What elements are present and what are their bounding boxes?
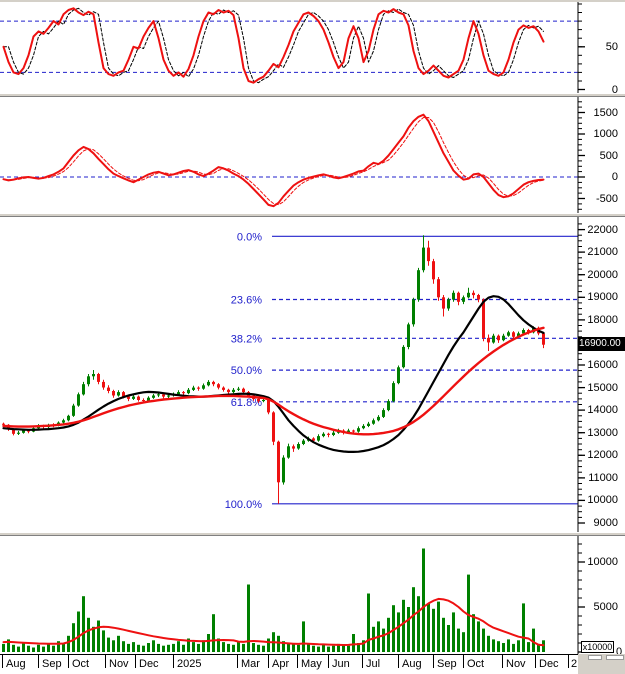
y-axis-label: 0 xyxy=(611,84,618,96)
pane-splitter-1[interactable] xyxy=(0,93,625,97)
time-axis-tick xyxy=(535,655,536,668)
y-axis-label: 13000 xyxy=(587,427,618,439)
time-axis-tick xyxy=(398,655,399,668)
x-axis-label: Nov xyxy=(506,658,526,670)
y-axis-label: 20000 xyxy=(587,269,618,281)
time-axis-tick xyxy=(463,655,464,668)
time-axis-tick xyxy=(362,655,363,668)
y-axis-label: 500 xyxy=(599,150,618,162)
y-axis-label: 19000 xyxy=(587,291,618,303)
time-axis-tick xyxy=(38,655,39,668)
fib-level-label: 23.6% xyxy=(231,295,262,307)
time-axis-tick xyxy=(297,655,298,668)
y-axis-label: 9000 xyxy=(593,517,618,529)
volume-multiplier-box: x10000 xyxy=(581,641,614,653)
y-axis-label: 22000 xyxy=(587,224,618,236)
fib-level-label: 38.2% xyxy=(231,333,262,345)
x-axis-label: 2025 xyxy=(177,658,202,670)
x-axis-label: Sep xyxy=(437,658,457,670)
volume-zero-label: 0 xyxy=(616,646,623,658)
time-axis-tick xyxy=(237,655,238,668)
last-price-value: 16900.00 xyxy=(579,338,621,349)
fib-level-label: 100.0% xyxy=(225,499,263,511)
x-axis-label: Aug xyxy=(6,658,26,670)
time-axis-tick xyxy=(268,655,269,668)
fib-level-label: 50.0% xyxy=(231,365,262,377)
pane-splitter-2[interactable] xyxy=(0,213,625,217)
time-axis-tick xyxy=(328,655,329,668)
x-axis-label: May xyxy=(301,658,322,670)
y-axis-label: 10000 xyxy=(587,494,618,506)
time-axis-tick xyxy=(173,655,174,668)
y-axis-label: 10000 xyxy=(587,556,618,568)
y-axis-label: 15000 xyxy=(587,382,618,394)
time-axis-tick xyxy=(135,655,136,668)
y-axis-label: 12000 xyxy=(587,449,618,461)
time-axis-tick xyxy=(433,655,434,668)
y-axis-label: -500 xyxy=(595,193,618,205)
time-axis-tick xyxy=(568,655,569,668)
y-axis-label: 16000 xyxy=(587,359,618,371)
x-axis-label: Dec xyxy=(139,658,159,670)
y-axis-label: 11000 xyxy=(588,472,618,484)
y-axis-label: 1000 xyxy=(593,128,618,140)
fib-level-label: 0.0% xyxy=(237,231,262,243)
x-axis-label: Nov xyxy=(109,658,129,670)
time-axis-tick xyxy=(105,655,106,668)
x-axis-label: Aug xyxy=(402,658,422,670)
y-axis-label: 5000 xyxy=(593,601,618,613)
y-axis-label: 18000 xyxy=(587,314,618,326)
corner-box xyxy=(606,655,624,660)
time-axis-tick xyxy=(68,655,69,668)
x-axis-label: Sep xyxy=(42,658,62,670)
x-axis-label: Jun xyxy=(332,658,350,670)
x-axis-label: Jul xyxy=(366,658,381,670)
last-price-tag: 16900.00 xyxy=(578,337,625,351)
x-axis-label: Oct xyxy=(72,658,90,670)
y-axis-label: 21000 xyxy=(587,246,618,258)
x-label-partial-year: 2 xyxy=(571,658,578,670)
x-axis-label: Oct xyxy=(467,658,485,670)
fib-level-label: 61.8% xyxy=(231,397,262,409)
x-axis-label: Apr xyxy=(272,658,290,670)
pane-splitter-3[interactable] xyxy=(0,532,625,536)
top-edge xyxy=(0,0,625,2)
x-axis-label: Mar xyxy=(241,658,260,670)
y-axis-label: 50 xyxy=(605,41,618,53)
y-axis-label: 0 xyxy=(611,171,618,183)
time-axis-tick xyxy=(502,655,503,668)
corner-box xyxy=(588,655,602,660)
y-axis-label: 14000 xyxy=(587,404,618,416)
time-axis-tick xyxy=(2,655,3,668)
x-axis-label: Dec xyxy=(539,658,559,670)
y-axis-label: 1500 xyxy=(593,107,618,119)
